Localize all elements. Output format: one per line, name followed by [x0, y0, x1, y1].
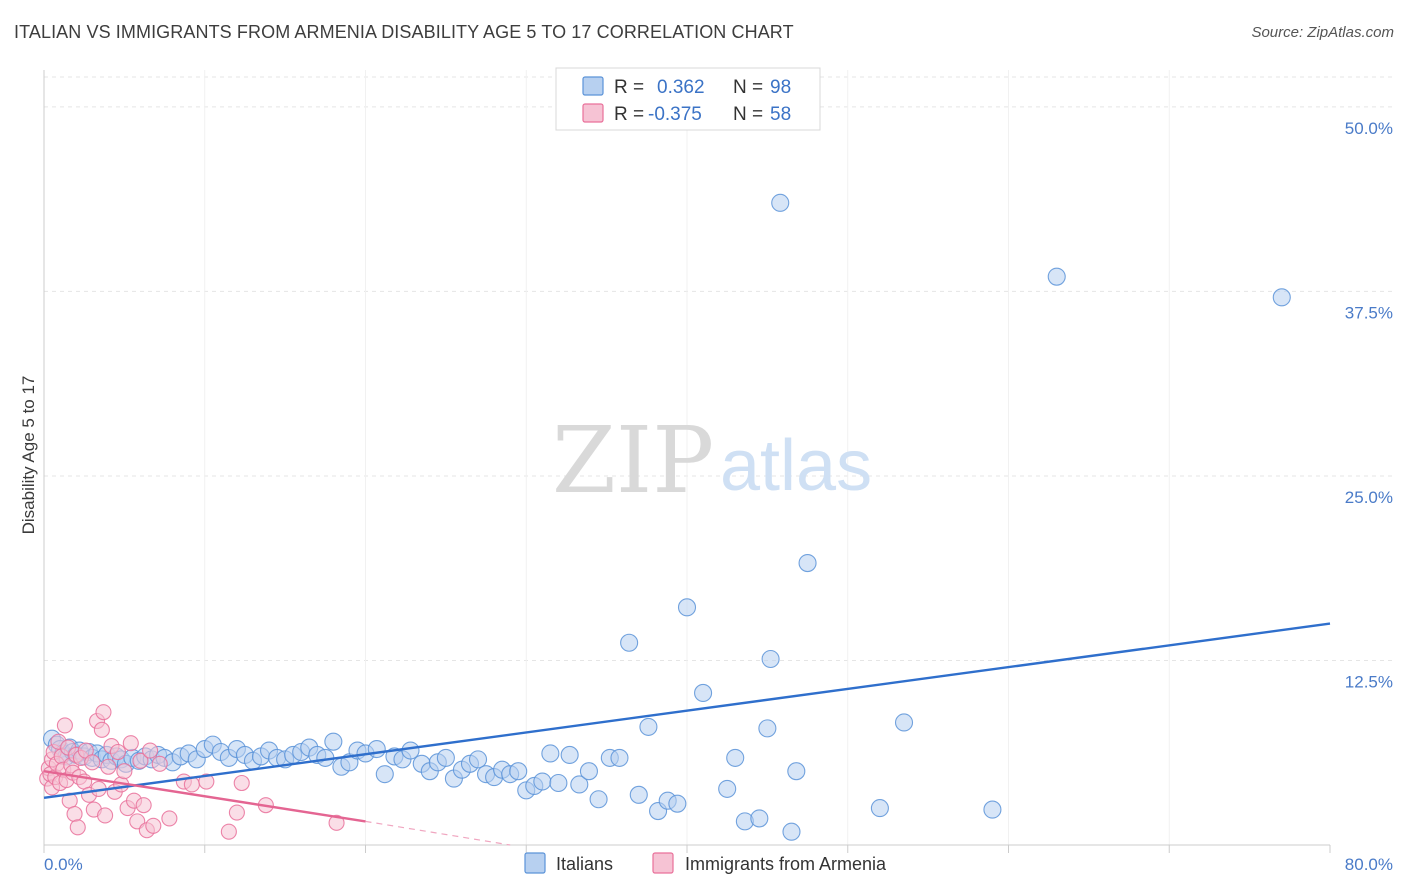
italians-point	[533, 772, 552, 791]
italians-point	[541, 744, 560, 763]
italians-point	[870, 799, 889, 818]
italians-point	[758, 719, 777, 738]
italians-point	[983, 800, 1002, 819]
y-tick-label: 12.5%	[1345, 672, 1393, 691]
legend-swatch-italians	[582, 76, 604, 96]
italians-point	[1272, 288, 1291, 307]
armenia-point	[69, 819, 86, 836]
watermark-zip: ZIP	[552, 407, 714, 514]
legend-n-label: N =	[733, 104, 763, 125]
y-tick-label: 50.0%	[1345, 119, 1393, 138]
italians-point	[375, 765, 394, 784]
italians-point	[718, 779, 737, 798]
italians-point	[549, 773, 568, 793]
legend-r-label: R =	[614, 77, 644, 98]
armenia-point	[135, 797, 152, 814]
chart-title: ITALIAN VS IMMIGRANTS FROM ARMENIA DISAB…	[14, 22, 794, 42]
italians-point	[570, 775, 589, 794]
y-axis-label: Disability Age 5 to 17	[19, 376, 38, 535]
armenia-point	[228, 804, 245, 821]
bottom-legend-swatch-armenia	[652, 852, 674, 874]
legend-swatch-armenia	[582, 103, 604, 123]
bottom-legend-swatch-italians	[524, 852, 546, 874]
italians-point	[468, 750, 488, 769]
italians-point	[668, 794, 687, 813]
italians-point	[509, 762, 528, 781]
y-tick-label: 37.5%	[1345, 303, 1393, 322]
armenia-point	[56, 717, 73, 734]
armenia-point	[66, 805, 83, 823]
armenia-point	[233, 774, 250, 792]
italians-point	[771, 193, 790, 212]
italians-point	[782, 822, 801, 841]
armenia-point	[220, 823, 237, 840]
armenia-point	[97, 807, 114, 824]
italians-point	[324, 732, 343, 751]
bottom-legend-label-armenia: Immigrants from Armenia	[685, 854, 887, 874]
italians-point	[726, 748, 745, 767]
chart-source: Source: ZipAtlas.com	[1251, 24, 1394, 41]
legend-n-value: 58	[770, 104, 791, 125]
armenia-point	[151, 755, 168, 772]
legend-r-value: -0.375	[648, 104, 702, 125]
italians-point	[894, 713, 914, 732]
armenia-point	[132, 752, 149, 769]
series-legend: Italians Immigrants from Armenia	[524, 852, 887, 874]
armenia-point	[142, 742, 159, 759]
italians-point	[579, 762, 598, 781]
italians-point	[620, 633, 639, 652]
italians-point	[639, 717, 658, 736]
armenia-point	[93, 721, 110, 738]
x-tick-label: 0.0%	[44, 855, 83, 874]
italians-trend-line	[43, 622, 1331, 799]
armenia-point	[84, 754, 101, 771]
bottom-legend-label-italians: Italians	[556, 854, 613, 874]
armenia-point	[100, 758, 117, 775]
italians-point	[677, 598, 697, 617]
italians-point	[610, 748, 629, 767]
trend-lines	[43, 622, 1331, 846]
italians-point	[560, 745, 579, 765]
italians-point	[629, 785, 648, 804]
italians-point	[694, 683, 713, 703]
correlation-legend: R = 0.362 N = 98 R = -0.375 N = 58	[555, 67, 821, 131]
x-tick-label: 80.0%	[1345, 855, 1393, 874]
armenia-trend-extension	[365, 820, 511, 846]
armenia-point	[328, 814, 345, 831]
italians-point	[761, 649, 780, 669]
armenia-point	[145, 817, 162, 834]
watermark: ZIP atlas	[552, 407, 872, 514]
italians-point	[367, 739, 386, 759]
armenia-point	[109, 743, 126, 761]
italians-point	[589, 790, 608, 809]
italians-point	[787, 762, 806, 781]
armenia-point	[116, 763, 133, 780]
italians-point	[436, 748, 455, 767]
armenia-point	[122, 735, 139, 752]
italians-point	[1047, 267, 1066, 286]
armenia-point	[198, 773, 215, 790]
legend-n-label: N =	[733, 77, 763, 98]
legend-n-value: 98	[770, 77, 791, 98]
grid-lines	[44, 70, 1392, 845]
axes: 12.5% 25.0% 37.5% 50.0% 0.0% 80.0%	[43, 70, 1393, 874]
italians-point	[798, 553, 817, 573]
armenia-point	[161, 810, 178, 827]
legend-r-value: 0.362	[657, 77, 705, 98]
italians-point	[401, 741, 420, 760]
armenia-point	[95, 704, 112, 721]
y-tick-label: 25.0%	[1345, 488, 1393, 507]
italians-point	[750, 809, 769, 828]
armenia-trend-line	[43, 770, 366, 823]
watermark-atlas: atlas	[720, 426, 872, 506]
legend-r-label: R =	[614, 104, 644, 125]
